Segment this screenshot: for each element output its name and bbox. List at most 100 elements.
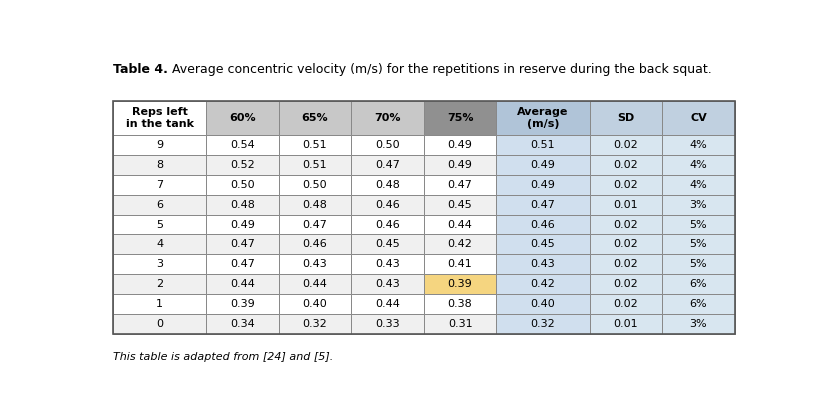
Bar (662, 101, 734, 135)
Bar (279, 195, 351, 215)
Text: 0.50: 0.50 (303, 180, 327, 190)
Bar (351, 215, 423, 234)
Text: 2: 2 (156, 279, 163, 289)
Text: 8: 8 (156, 160, 163, 170)
Bar (279, 101, 351, 135)
Text: 0.47: 0.47 (303, 220, 327, 229)
Text: 0.33: 0.33 (375, 319, 400, 329)
Bar (496, 254, 590, 274)
Bar (423, 135, 496, 155)
Text: 6%: 6% (690, 299, 707, 309)
Bar (279, 314, 351, 334)
Bar (662, 234, 734, 254)
Text: 0.51: 0.51 (303, 160, 327, 170)
Text: 0.02: 0.02 (614, 279, 638, 289)
Text: 75%: 75% (447, 113, 473, 123)
Text: 0.52: 0.52 (230, 160, 255, 170)
Bar (279, 274, 351, 294)
Bar (351, 155, 423, 175)
Text: 0.47: 0.47 (230, 239, 255, 249)
Bar (113, 101, 206, 135)
Bar (496, 101, 590, 135)
Bar (496, 234, 590, 254)
Bar (279, 215, 351, 234)
Bar (113, 155, 206, 175)
Text: 7: 7 (156, 180, 163, 190)
Text: 0.49: 0.49 (230, 220, 255, 229)
Text: 6: 6 (156, 200, 163, 210)
Bar (351, 254, 423, 274)
Bar (206, 314, 279, 334)
Bar (496, 135, 590, 155)
Text: 70%: 70% (375, 113, 401, 123)
Text: Average concentric velocity (m/s) for the repetitions in reserve during the back: Average concentric velocity (m/s) for th… (168, 63, 711, 76)
Text: 0.48: 0.48 (303, 200, 327, 210)
Text: 0.46: 0.46 (531, 220, 556, 229)
Bar (113, 294, 206, 314)
Text: 0.46: 0.46 (375, 220, 400, 229)
Text: 65%: 65% (302, 113, 328, 123)
Bar (662, 135, 734, 155)
Text: 0.49: 0.49 (447, 160, 472, 170)
Bar (351, 101, 423, 135)
Text: 9: 9 (156, 140, 163, 150)
Text: Table 4.: Table 4. (113, 63, 168, 76)
Bar (496, 155, 590, 175)
Bar (590, 294, 662, 314)
Text: 6%: 6% (690, 279, 707, 289)
Bar (206, 101, 279, 135)
Bar (206, 215, 279, 234)
Text: 0.48: 0.48 (375, 180, 400, 190)
Text: 0.31: 0.31 (447, 319, 472, 329)
Text: 0.45: 0.45 (375, 239, 400, 249)
Bar (423, 274, 496, 294)
Bar (423, 254, 496, 274)
Bar (590, 254, 662, 274)
Text: 0.01: 0.01 (614, 319, 638, 329)
Bar (590, 314, 662, 334)
Bar (206, 294, 279, 314)
Bar (496, 215, 590, 234)
Bar (206, 175, 279, 195)
Text: 0.44: 0.44 (375, 299, 400, 309)
Text: 5%: 5% (690, 259, 707, 269)
Bar (423, 215, 496, 234)
Text: 0.46: 0.46 (375, 200, 400, 210)
Bar (206, 234, 279, 254)
Bar (423, 314, 496, 334)
Text: 0.44: 0.44 (230, 279, 255, 289)
Bar (496, 195, 590, 215)
Bar (662, 274, 734, 294)
Bar (113, 314, 206, 334)
Text: 0.49: 0.49 (531, 180, 556, 190)
Text: 0.43: 0.43 (375, 279, 400, 289)
Bar (423, 155, 496, 175)
Bar (351, 314, 423, 334)
Bar (590, 175, 662, 195)
Text: 0.02: 0.02 (614, 299, 638, 309)
Bar (662, 294, 734, 314)
Bar (662, 254, 734, 274)
Text: 0.02: 0.02 (614, 180, 638, 190)
Text: 3%: 3% (690, 319, 707, 329)
Bar (351, 135, 423, 155)
Text: 0.49: 0.49 (447, 140, 472, 150)
Bar (590, 135, 662, 155)
Text: 0: 0 (156, 319, 163, 329)
Text: 0.02: 0.02 (614, 259, 638, 269)
Text: This table is adapted from [24] and [5].: This table is adapted from [24] and [5]. (113, 352, 333, 362)
Text: 0.49: 0.49 (531, 160, 556, 170)
Bar (590, 101, 662, 135)
Bar (206, 254, 279, 274)
Text: 60%: 60% (229, 113, 256, 123)
Text: 4: 4 (156, 239, 163, 249)
Bar (662, 155, 734, 175)
Text: 0.43: 0.43 (375, 259, 400, 269)
Text: 0.48: 0.48 (230, 200, 255, 210)
Text: 0.50: 0.50 (230, 180, 255, 190)
Text: 5%: 5% (690, 220, 707, 229)
Bar (351, 195, 423, 215)
Text: 0.47: 0.47 (375, 160, 400, 170)
Text: 0.40: 0.40 (531, 299, 556, 309)
Bar (113, 175, 206, 195)
